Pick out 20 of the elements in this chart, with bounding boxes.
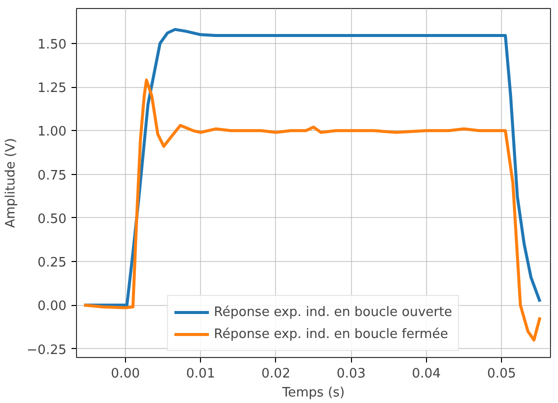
y-tick-label: 0.25 <box>38 256 67 271</box>
x-tick-label: 0.00 <box>110 366 140 382</box>
y-tick-label: 1.00 <box>38 124 67 140</box>
y-tick-label: −0.25 <box>26 342 67 358</box>
line-series <box>82 28 542 307</box>
legend-label: Réponse exp. ind. en boucle ouverte <box>214 304 452 320</box>
x-tick-label: 0.01 <box>186 366 216 382</box>
y-tick-label: 0.50 <box>38 212 67 227</box>
y-tick-label: 1.25 <box>38 81 67 96</box>
y-tick-label: 0.00 <box>38 299 67 314</box>
x-tick-label: 0.04 <box>412 366 441 382</box>
x-axis-title: Temps (s) <box>281 386 345 400</box>
x-tick-label: 0.05 <box>487 366 516 382</box>
x-tick-label: 0.02 <box>261 366 290 382</box>
x-tick-label: 0.03 <box>336 366 366 382</box>
y-axis-title: Amplitude (V) <box>4 138 19 228</box>
y-tick-label: 0.75 <box>38 168 67 184</box>
y-tick-label: 1.50 <box>38 37 67 52</box>
legend-label: Réponse exp. ind. en boucle fermée <box>214 326 448 342</box>
line-series <box>82 78 542 342</box>
